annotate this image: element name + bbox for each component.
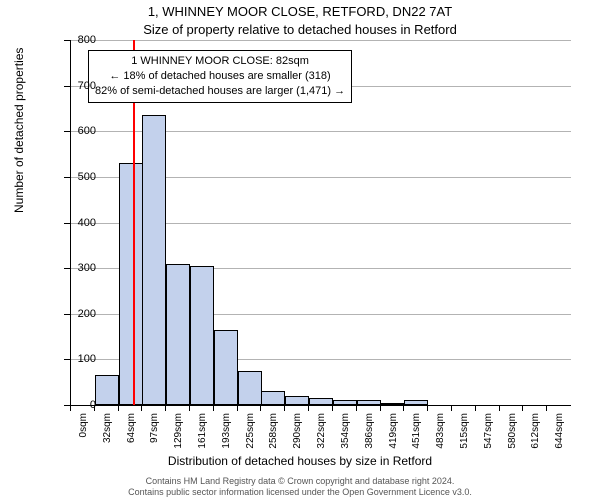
y-tick-mark (64, 40, 70, 41)
histogram-bar (119, 163, 143, 405)
x-tick-mark (141, 405, 142, 411)
y-tick-mark (64, 131, 70, 132)
y-tick-mark (64, 314, 70, 315)
x-tick-label: 386sqm (364, 413, 375, 461)
footer-line1: Contains HM Land Registry data © Crown c… (0, 476, 600, 487)
x-tick-label: 451sqm (411, 413, 422, 461)
x-tick-mark (284, 405, 285, 411)
page-title-line1: 1, WHINNEY MOOR CLOSE, RETFORD, DN22 7AT (0, 4, 600, 19)
gridline (71, 40, 571, 41)
x-tick-label: 193sqm (221, 413, 232, 461)
y-tick-label: 100 (56, 353, 96, 365)
y-axis-label: Number of detached properties (12, 48, 26, 213)
x-tick-mark (189, 405, 190, 411)
x-tick-label: 419sqm (388, 413, 399, 461)
y-tick-mark (64, 268, 70, 269)
footer: Contains HM Land Registry data © Crown c… (0, 476, 600, 499)
footer-line2: Contains public sector information licen… (0, 487, 600, 498)
x-tick-mark (475, 405, 476, 411)
x-tick-label: 354sqm (340, 413, 351, 461)
histogram-bar (238, 371, 262, 405)
histogram-bar (309, 398, 333, 405)
x-tick-mark (118, 405, 119, 411)
x-tick-mark (332, 405, 333, 411)
histogram-bar (166, 264, 190, 405)
x-tick-label: 644sqm (554, 413, 565, 461)
x-tick-mark (260, 405, 261, 411)
x-tick-mark (94, 405, 95, 411)
x-tick-label: 32sqm (102, 413, 113, 461)
x-tick-mark (546, 405, 547, 411)
histogram-bar (357, 400, 381, 405)
x-tick-mark (403, 405, 404, 411)
y-tick-label: 500 (56, 171, 96, 183)
x-tick-label: 322sqm (316, 413, 327, 461)
y-tick-mark (64, 177, 70, 178)
y-tick-label: 700 (56, 80, 96, 92)
annotation-line2: ← 18% of detached houses are smaller (31… (95, 69, 345, 84)
x-tick-label: 483sqm (435, 413, 446, 461)
x-tick-label: 225sqm (245, 413, 256, 461)
x-tick-label: 612sqm (530, 413, 541, 461)
x-tick-mark (308, 405, 309, 411)
x-tick-mark (213, 405, 214, 411)
histogram-bar (404, 400, 428, 405)
y-tick-mark (64, 223, 70, 224)
y-tick-label: 800 (56, 34, 96, 46)
histogram-bar (214, 330, 238, 405)
annotation-line3: 82% of semi-detached houses are larger (… (95, 84, 345, 99)
x-tick-label: 547sqm (483, 413, 494, 461)
y-tick-label: 300 (56, 262, 96, 274)
histogram-bar (190, 266, 214, 405)
histogram-bar (381, 403, 405, 405)
y-tick-label: 0 (56, 399, 96, 411)
annotation-box: 1 WHINNEY MOOR CLOSE: 82sqm ← 18% of det… (88, 50, 352, 103)
x-tick-mark (380, 405, 381, 411)
y-tick-label: 200 (56, 308, 96, 320)
y-tick-label: 600 (56, 125, 96, 137)
x-tick-label: 64sqm (126, 413, 137, 461)
x-tick-mark (70, 405, 71, 411)
x-tick-mark (427, 405, 428, 411)
x-tick-label: 515sqm (459, 413, 470, 461)
x-tick-mark (237, 405, 238, 411)
x-tick-label: 97sqm (149, 413, 160, 461)
x-tick-mark (165, 405, 166, 411)
x-tick-label: 580sqm (507, 413, 518, 461)
histogram-bar (261, 391, 285, 405)
y-tick-mark (64, 359, 70, 360)
x-tick-mark (356, 405, 357, 411)
x-tick-mark (451, 405, 452, 411)
annotation-line1: 1 WHINNEY MOOR CLOSE: 82sqm (95, 54, 345, 69)
histogram-bar (285, 396, 309, 405)
histogram-bar (142, 115, 166, 405)
x-tick-mark (499, 405, 500, 411)
x-tick-label: 290sqm (292, 413, 303, 461)
x-tick-label: 0sqm (78, 413, 89, 461)
y-tick-mark (64, 86, 70, 87)
histogram-bar (333, 400, 357, 405)
y-tick-label: 400 (56, 217, 96, 229)
x-tick-mark (522, 405, 523, 411)
x-tick-label: 161sqm (197, 413, 208, 461)
x-tick-label: 129sqm (173, 413, 184, 461)
histogram-bar (95, 375, 119, 405)
x-tick-label: 258sqm (268, 413, 279, 461)
